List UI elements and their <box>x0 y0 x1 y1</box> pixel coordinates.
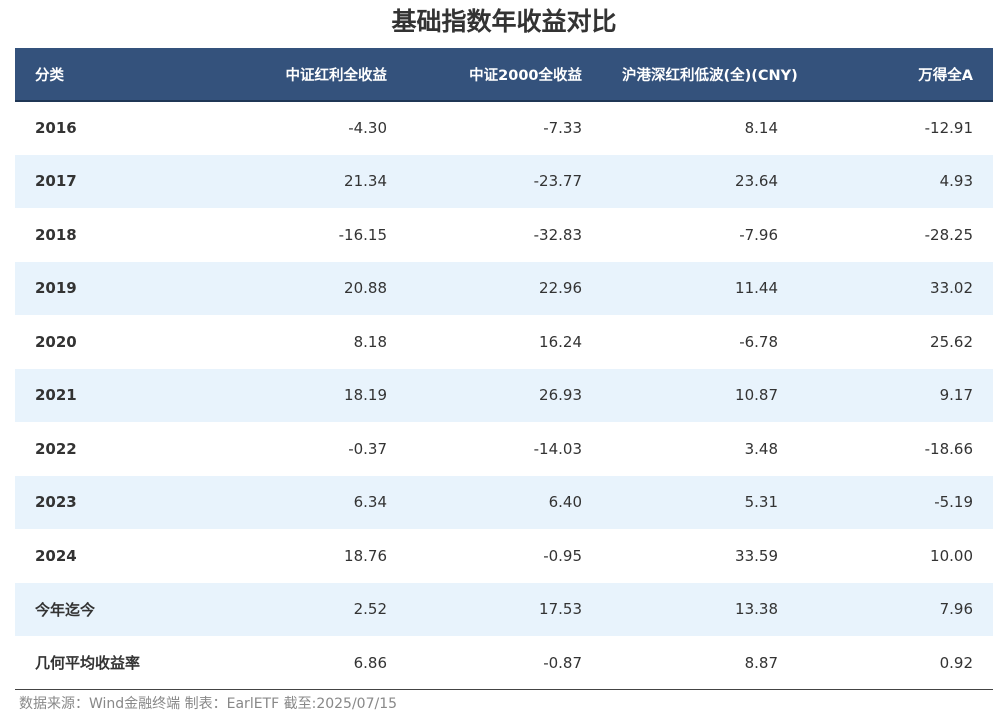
row-label: 几何平均收益率 <box>35 654 141 673</box>
csi2000-value: 17.53 <box>539 600 582 619</box>
wind-all-a-value: 4.93 <box>939 172 973 191</box>
csi-dividend-value: 8.18 <box>353 332 387 351</box>
csi-dividend-value: 18.76 <box>344 546 387 565</box>
shhksz-dividend-low-vol-value: -7.96 <box>739 225 778 244</box>
row-label: 今年迄今 <box>35 600 96 619</box>
header-csi2000-total-return: 中证2000全收益 <box>407 48 602 102</box>
csi-dividend-value: 21.34 <box>344 172 387 191</box>
table-row: 2017 21.34 -23.77 23.64 4.93 <box>15 154 993 208</box>
table-row: 2019 20.88 22.96 11.44 33.02 <box>15 261 993 315</box>
table-row: 2023 6.34 6.40 5.31 -5.19 <box>15 475 993 529</box>
table-body: 2016 -4.30 -7.33 8.14 -12.91 2017 21.34 -23.77 2… <box>15 101 993 690</box>
row-label: 2019 <box>35 279 77 298</box>
csi-dividend-value: 20.88 <box>344 279 387 298</box>
wind-all-a-value: -5.19 <box>934 493 973 512</box>
wind-all-a-value: 0.92 <box>939 653 973 672</box>
shhksz-dividend-low-vol-value: 5.31 <box>744 493 778 512</box>
wind-all-a-value: -18.66 <box>924 439 973 458</box>
table-row: 2022 -0.37 -14.03 3.48 -18.66 <box>15 422 993 476</box>
csi-dividend-value: 2.52 <box>353 600 387 619</box>
csi-dividend-value: -16.15 <box>338 225 387 244</box>
csi-dividend-value: 6.34 <box>353 493 387 512</box>
row-label: 2017 <box>35 172 77 191</box>
table-row: 几何平均收益率 6.86 -0.87 8.87 0.92 <box>15 636 993 690</box>
table-title: 基础指数年收益对比 <box>391 7 617 36</box>
csi2000-value: -7.33 <box>543 119 582 138</box>
csi-dividend-value: 6.86 <box>353 653 387 672</box>
header-wind-all-a: 万得全A <box>798 48 993 102</box>
table-row: 2021 18.19 26.93 10.87 9.17 <box>15 368 993 422</box>
table-row: 2024 18.76 -0.95 33.59 10.00 <box>15 529 993 583</box>
csi2000-value: -23.77 <box>533 172 582 191</box>
row-label: 2023 <box>35 493 77 512</box>
csi2000-value: -0.87 <box>543 653 582 672</box>
source-note: 数据来源：Wind金融终端 制表：EarlETF 截至:2025/07/15 <box>19 696 398 712</box>
wind-all-a-value: 7.96 <box>939 600 973 619</box>
csi2000-value: 6.40 <box>548 493 582 512</box>
wind-all-a-value: -28.25 <box>924 225 973 244</box>
wind-all-a-value: 25.62 <box>930 332 973 351</box>
csi-dividend-value: -4.30 <box>348 119 387 138</box>
header-row: 分类 中证红利全收益 中证2000全收益 沪港深红利低波(全)(CNY) 万得全… <box>15 48 993 102</box>
wind-all-a-value: 10.00 <box>930 546 973 565</box>
shhksz-dividend-low-vol-value: -6.78 <box>739 332 778 351</box>
csi-dividend-value: -0.37 <box>348 439 387 458</box>
csi2000-value: -32.83 <box>533 225 582 244</box>
csi-dividend-value: 18.19 <box>344 386 387 405</box>
table-row: 2020 8.18 16.24 -6.78 25.62 <box>15 315 993 369</box>
shhksz-dividend-low-vol-value: 11.44 <box>735 279 778 298</box>
shhksz-dividend-low-vol-value: 3.48 <box>744 439 778 458</box>
row-label: 2016 <box>35 119 77 138</box>
shhksz-dividend-low-vol-value: 10.87 <box>735 386 778 405</box>
returns-table: 分类 中证红利全收益 中证2000全收益 沪港深红利低波(全)(CNY) 万得全… <box>15 48 993 690</box>
header-shhksz-dividend-low-vol: 沪港深红利低波(全)(CNY) <box>602 48 798 102</box>
table-row: 今年迄今 2.52 17.53 13.38 7.96 <box>15 582 993 636</box>
row-label: 2024 <box>35 546 77 565</box>
wind-all-a-value: 33.02 <box>930 279 973 298</box>
row-label: 2020 <box>35 332 77 351</box>
csi2000-value: 16.24 <box>539 332 582 351</box>
shhksz-dividend-low-vol-value: 8.87 <box>744 653 778 672</box>
shhksz-dividend-low-vol-value: 13.38 <box>735 600 778 619</box>
shhksz-dividend-low-vol-value: 23.64 <box>735 172 778 191</box>
table-row: 2018 -16.15 -32.83 -7.96 -28.25 <box>15 208 993 262</box>
wind-all-a-value: -12.91 <box>924 119 973 138</box>
header-csi-dividend-total-return: 中证红利全收益 <box>211 48 407 102</box>
wind-all-a-value: 9.17 <box>939 386 973 405</box>
shhksz-dividend-low-vol-value: 8.14 <box>744 119 778 138</box>
csi2000-value: 22.96 <box>539 279 582 298</box>
bottom-divider <box>15 689 993 690</box>
csi2000-value: -14.03 <box>533 439 582 458</box>
row-label: 2018 <box>35 225 77 244</box>
csi2000-value: 26.93 <box>539 386 582 405</box>
row-label: 2022 <box>35 439 77 458</box>
csi2000-value: -0.95 <box>543 546 582 565</box>
table-row: 2016 -4.30 -7.33 8.14 -12.91 <box>15 101 993 155</box>
header-category: 分类 <box>15 48 211 102</box>
row-label: 2021 <box>35 386 77 405</box>
shhksz-dividend-low-vol-value: 33.59 <box>735 546 778 565</box>
